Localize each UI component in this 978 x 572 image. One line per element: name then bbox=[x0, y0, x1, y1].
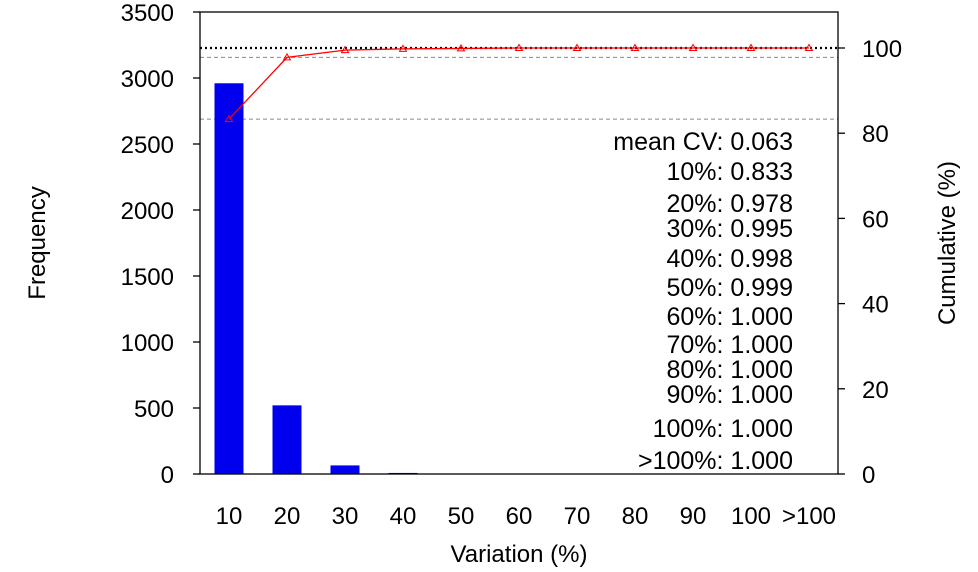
y-tick-label-1500: 1500 bbox=[121, 264, 174, 291]
cumulative-point-90 bbox=[688, 43, 698, 51]
x-tick-label-30: 30 bbox=[332, 503, 359, 530]
y-tick-label-2000: 2000 bbox=[121, 198, 174, 225]
bar-30 bbox=[330, 465, 360, 474]
cumulative-point-80 bbox=[630, 43, 640, 51]
x-axis-label: Variation (%) bbox=[451, 541, 588, 568]
annotation-7: 70%: 1.000 bbox=[667, 331, 794, 359]
x-tick-label-20: 20 bbox=[274, 503, 301, 530]
cumulative-point-50 bbox=[456, 43, 466, 52]
y2-tick-label-60: 60 bbox=[862, 206, 889, 233]
x-tick-label-100: 100 bbox=[731, 503, 771, 530]
annotation-3: 30%: 0.995 bbox=[667, 215, 794, 243]
y2-tick-label-20: 20 bbox=[862, 377, 889, 404]
annotation-10: 100%: 1.000 bbox=[653, 415, 793, 443]
y-tick-label-500: 500 bbox=[134, 396, 174, 423]
cumulative-point-20 bbox=[282, 52, 292, 61]
y-tick-label-2500: 2500 bbox=[121, 132, 174, 159]
bar-10 bbox=[214, 83, 244, 474]
x-tick-label-60: 60 bbox=[506, 503, 533, 530]
y2-axis-label: Cumulative (%) bbox=[934, 161, 961, 325]
x-tick-label-40: 40 bbox=[390, 503, 417, 530]
cumulative-point-10 bbox=[224, 114, 234, 123]
x-tick-label-70: 70 bbox=[564, 503, 591, 530]
y-tick-label-3000: 3000 bbox=[121, 66, 174, 93]
y-tick-label-0: 0 bbox=[161, 462, 174, 489]
y2-tick-label-0: 0 bbox=[862, 462, 875, 489]
y-tick-label-1000: 1000 bbox=[121, 330, 174, 357]
annotation-6: 60%: 1.000 bbox=[667, 303, 794, 331]
cumulative-point-40 bbox=[398, 44, 408, 52]
x-tick-label-10: 10 bbox=[216, 503, 243, 530]
x-tick-label-80: 80 bbox=[622, 503, 649, 530]
bars bbox=[214, 83, 650, 474]
y-axis-right: 0 20 40 60 80 100 bbox=[838, 36, 902, 489]
cumulative-point-100 bbox=[746, 43, 756, 51]
plot-frame bbox=[199, 11, 839, 475]
annotation-9: 90%: 1.000 bbox=[667, 381, 794, 409]
y2-tick-label-80: 80 bbox=[862, 121, 889, 148]
annotation-4: 40%: 0.998 bbox=[667, 245, 794, 273]
cumulative-point-70 bbox=[572, 43, 582, 51]
y2-tick-label-40: 40 bbox=[862, 292, 889, 319]
cumulative-point-60 bbox=[514, 43, 524, 51]
y-axis-left: 0 500 1000 1500 2000 2500 3000 3500 bbox=[121, 0, 200, 489]
cumulative-polyline bbox=[228, 47, 809, 120]
x-tick-label-90: 90 bbox=[680, 503, 707, 530]
cumulative-point-30 bbox=[340, 45, 350, 54]
cumulative-line bbox=[224, 43, 814, 123]
annotation-11: >100%: 1.000 bbox=[638, 447, 793, 475]
bar-20 bbox=[272, 405, 302, 474]
annotation-2: 20%: 0.978 bbox=[667, 190, 794, 218]
annotation-1: 10%: 0.833 bbox=[667, 158, 794, 186]
x-tick-label->100: >100 bbox=[782, 503, 836, 530]
y2-tick-label-100: 100 bbox=[862, 36, 902, 63]
reference-lines bbox=[200, 46, 838, 120]
cumulative-point->100 bbox=[804, 43, 814, 51]
annotation-8: 80%: 1.000 bbox=[667, 356, 794, 384]
annotation-5: 50%: 0.999 bbox=[667, 274, 794, 302]
y-axis-label: Frequency bbox=[24, 186, 51, 299]
x-tick-label-50: 50 bbox=[448, 503, 475, 530]
annotation-0: mean CV: 0.063 bbox=[613, 128, 793, 156]
x-axis: 10 20 30 40 50 60 70 80 90 100 >100 bbox=[216, 503, 836, 530]
y-tick-label-3500: 3500 bbox=[121, 0, 174, 27]
